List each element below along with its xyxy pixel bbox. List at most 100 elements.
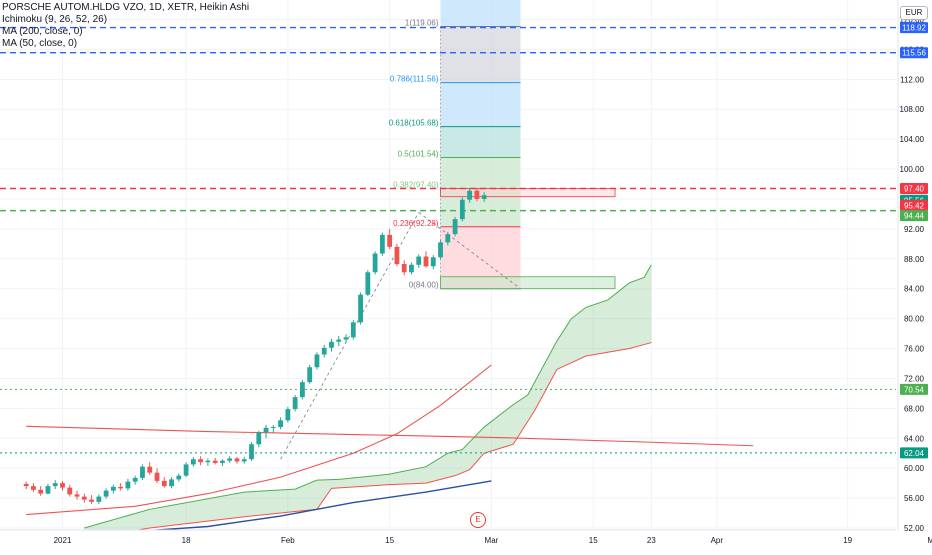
candle: [205, 458, 211, 466]
candle-body: [147, 466, 153, 473]
candle-body: [161, 480, 167, 487]
candle-body: [169, 479, 174, 487]
time-tick-label: 18: [182, 536, 191, 545]
candle: [154, 468, 160, 484]
price-tag-bg: [900, 183, 928, 195]
candle: [387, 228, 393, 250]
candle: [249, 442, 254, 461]
fib-band: [440, 26, 521, 83]
candle: [89, 495, 94, 505]
candle-body: [430, 257, 436, 267]
indicator-ichimoku[interactable]: Ichimoku (9, 26, 52, 26): [2, 14, 108, 25]
candle: [300, 379, 305, 400]
candle: [31, 483, 36, 493]
candle: [110, 484, 116, 494]
candle-body: [263, 427, 269, 433]
price-tag-label: 95.42: [904, 201, 925, 210]
candle: [452, 216, 458, 237]
indicator-ma50[interactable]: MA (50, close, 0): [2, 38, 78, 49]
price-tick-label: 92.00: [904, 225, 925, 234]
price-tag-bg: [900, 447, 928, 459]
candle: [220, 459, 225, 466]
candle-body: [74, 494, 80, 497]
candle: [358, 292, 363, 325]
candle: [372, 251, 378, 275]
price-axis: 52.00 56.00 60.00 64.00 68.00 72.00 76.00 80.00…: [897, 0, 928, 533]
candle-body: [45, 486, 51, 494]
candle-body: [140, 466, 145, 478]
candle: [336, 335, 342, 347]
candle: [394, 243, 400, 267]
candle: [67, 484, 73, 497]
candle: [343, 334, 349, 344]
candle-body: [23, 483, 29, 487]
candle: [329, 338, 334, 352]
candle-body: [278, 420, 283, 428]
price-tick-label: 60.00: [904, 464, 925, 473]
candle-body: [52, 483, 58, 487]
candle-body: [205, 460, 211, 463]
fib-level-label: 0.236(92.28): [393, 219, 439, 228]
candle-body: [103, 490, 109, 497]
candle: [176, 473, 182, 482]
fib-level-label: 0(84.00): [409, 281, 439, 290]
candle-body: [241, 459, 247, 462]
price-tick-label: 64.00: [904, 434, 925, 443]
candle: [278, 417, 283, 430]
candle: [23, 481, 29, 490]
candle: [474, 187, 480, 202]
candle: [481, 192, 487, 202]
indicator-ma200[interactable]: MA (200, close, 0): [2, 26, 83, 37]
candle-body: [372, 253, 378, 273]
candle-body: [89, 499, 94, 502]
candle-body: [459, 199, 465, 220]
support-zone: [440, 276, 616, 290]
fib-level-label: 0.618(105.68): [389, 119, 439, 128]
candle-body: [300, 382, 305, 398]
candle: [467, 188, 473, 203]
candle-body: [394, 246, 400, 265]
symbol-title[interactable]: PORSCHE AUTOM.HLDG VZO, 1D, XETR, Heikin…: [2, 2, 250, 13]
candle-body: [379, 234, 385, 254]
candle-body: [438, 242, 443, 258]
candle-body: [125, 481, 131, 489]
price-tag-label: 118.92: [902, 24, 926, 33]
candle-body: [329, 341, 334, 348]
candle: [350, 320, 356, 340]
candle: [190, 456, 196, 467]
fib-band: [440, 157, 521, 189]
candle-body: [212, 460, 218, 463]
candle: [183, 462, 189, 478]
candle-body: [132, 477, 138, 482]
candle-body: [67, 487, 73, 495]
ma200-line: [146, 480, 492, 530]
time-tick-label: 23: [647, 536, 656, 545]
candle: [169, 477, 174, 489]
time-tick-label: 19: [843, 536, 852, 545]
candle: [241, 456, 247, 464]
candle-body: [314, 354, 320, 368]
currency-button[interactable]: EUR: [900, 6, 928, 20]
candle: [103, 488, 109, 499]
price-tick-label: 108.00: [900, 105, 925, 114]
candle: [292, 394, 298, 412]
candle: [45, 483, 51, 495]
candle: [285, 406, 291, 423]
price-tag: 97.40: [900, 183, 928, 195]
candle-body: [292, 397, 298, 410]
candle: [140, 464, 145, 481]
candle-body: [190, 459, 196, 465]
price-tag-label: 94.44: [904, 212, 925, 221]
candle: [445, 231, 451, 246]
ma-long-line: [26, 425, 754, 447]
earnings-event-marker[interactable]: E: [470, 512, 486, 528]
time-tick-label: Apr: [711, 536, 724, 545]
candle-body: [445, 234, 451, 243]
candle-body: [249, 444, 254, 460]
candles: [23, 187, 487, 505]
fib-level-label: 0.786(111.56): [390, 75, 439, 84]
price-tick-label: 112.00: [900, 75, 924, 84]
plot-layer: [0, 0, 896, 530]
